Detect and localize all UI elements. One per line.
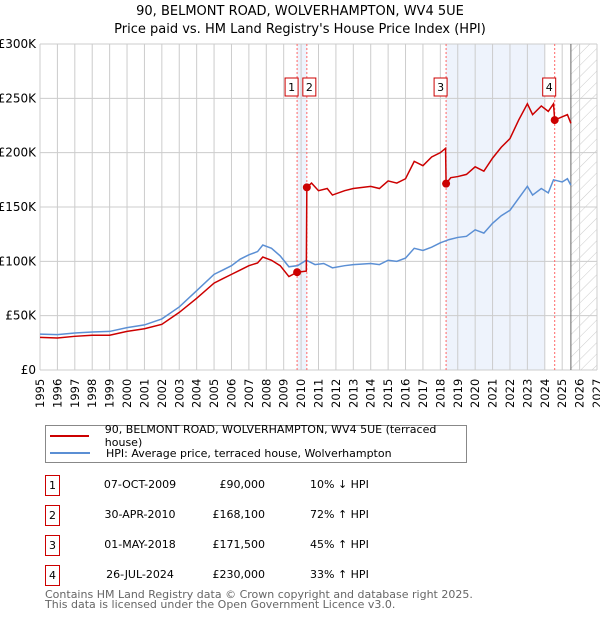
- price-chart: 1995 1996 1997 1998 1999 2000 2001 2002 2003 2004…: [0, 37, 600, 408]
- x-tick-label: 2024: [538, 379, 552, 408]
- legend-label-hpi: HPI: Average price, terraced house, Wolv…: [106, 446, 392, 460]
- sale-row: 2 30-APR-2010 £168,100 72% ↑ HPI: [45, 505, 465, 526]
- sale-date: 26-JUL-2024: [106, 568, 174, 581]
- x-tick-label: 2016: [399, 379, 413, 408]
- sale-point: [293, 268, 302, 277]
- sale-label: 2: [306, 81, 313, 94]
- sale-price: £90,000: [219, 478, 266, 491]
- sale-price: £168,100: [212, 508, 266, 521]
- sale-row: 4 26-JUL-2024 £230,000 33% ↑ HPI: [45, 565, 465, 586]
- sale-label: 3: [437, 81, 444, 94]
- x-tick-label: 2000: [120, 379, 134, 408]
- sale-label: 4: [546, 81, 553, 94]
- x-tick-label: 2006: [224, 379, 238, 408]
- footer-line-1: Contains HM Land Registry data © Crown c…: [45, 588, 473, 601]
- y-tick-label: £250K: [0, 91, 37, 105]
- x-tick-label: 2020: [468, 379, 482, 408]
- sale-row: 3 01-MAY-2018 £171,500 45% ↑ HPI: [45, 535, 465, 556]
- x-tick-label: 2005: [207, 379, 221, 408]
- sale-number-badge: 1: [45, 475, 60, 496]
- x-tick-label: 2017: [416, 379, 430, 408]
- sale-hpi-diff: 10% ↓ HPI: [310, 478, 369, 491]
- legend-label-property: 90, BELMONT ROAD, WOLVERHAMPTON, WV4 5UE…: [104, 423, 437, 449]
- hpi-line: [39, 177, 572, 336]
- x-tick-label: 2008: [259, 379, 273, 408]
- sale-point: [442, 179, 451, 188]
- sale-date: 01-MAY-2018: [104, 538, 176, 551]
- x-tick-label: 2026: [573, 379, 587, 408]
- sale-label-box: [433, 77, 448, 97]
- x-tick-label: 2019: [451, 379, 465, 408]
- x-tick-label: 2007: [242, 379, 256, 408]
- x-tick-label: 2012: [329, 379, 343, 408]
- x-tick-label: 1997: [68, 379, 82, 408]
- x-tick-label: 1995: [33, 379, 47, 408]
- x-tick-label: 2023: [520, 379, 534, 408]
- chart-title: 90, BELMONT ROAD, WOLVERHAMPTON, WV4 5UE: [136, 4, 464, 19]
- x-tick-label: 2013: [346, 379, 360, 408]
- sale-row: 1 07-OCT-2009 £90,000 10% ↓ HPI: [45, 475, 465, 496]
- x-tick-label: 2004: [190, 379, 204, 408]
- x-tick-label: 1998: [85, 379, 99, 408]
- sale-number-badge: 3: [45, 535, 60, 556]
- x-tick-label: 2009: [277, 379, 291, 408]
- sale-date: 07-OCT-2009: [103, 478, 177, 491]
- sale-label-box: [302, 77, 317, 97]
- y-tick-label: £100K: [0, 254, 37, 268]
- legend: 90, BELMONT ROAD, WOLVERHAMPTON, WV4 5UE…: [45, 423, 467, 463]
- sale-number-badge: 4: [45, 565, 60, 586]
- y-tick-label: £50K: [5, 309, 37, 323]
- x-tick-label: 2025: [555, 379, 569, 408]
- x-tick-label: 1999: [103, 379, 117, 408]
- y-tick-label: £0: [21, 363, 36, 377]
- sale-number-badge: 2: [45, 505, 60, 526]
- x-tick-label: 2003: [172, 379, 186, 408]
- x-tick-label: 1996: [50, 379, 64, 408]
- x-tick-label: 2015: [381, 379, 395, 408]
- sale-hpi-diff: 33% ↑ HPI: [310, 568, 369, 581]
- y-tick-label: £200K: [0, 146, 37, 160]
- x-tick-label: 2021: [486, 379, 500, 408]
- sale-date: 30-APR-2010: [104, 508, 176, 521]
- sale-hpi-diff: 72% ↑ HPI: [310, 508, 369, 521]
- y-tick-label: £300K: [0, 37, 37, 51]
- sale-price: £171,500: [212, 538, 266, 551]
- legend-blue-line: [50, 452, 90, 454]
- sale-point: [550, 116, 559, 125]
- sale-price: £230,000: [212, 568, 266, 581]
- sale-label-box: [542, 77, 557, 97]
- x-tick-label: 2022: [503, 379, 517, 408]
- sale-point: [302, 183, 311, 192]
- x-tick-label: 2002: [155, 379, 169, 408]
- x-tick-label: 2014: [364, 379, 378, 408]
- footer: Contains HM Land Registry data © Crown c…: [45, 588, 473, 611]
- sale-hpi-diff: 45% ↑ HPI: [310, 538, 369, 551]
- property-price-line: [39, 101, 572, 339]
- y-tick-label: £150K: [0, 200, 37, 214]
- x-tick-label: 2027: [590, 379, 600, 408]
- sale-label: 1: [288, 81, 295, 94]
- x-tick-label: 2010: [294, 379, 308, 408]
- x-tick-label: 2018: [433, 379, 447, 408]
- chart-subtitle: Price paid vs. HM Land Registry's House …: [114, 22, 486, 37]
- x-tick-label: 2001: [137, 379, 151, 408]
- sale-label-box: [284, 77, 299, 97]
- legend-red-line: [50, 435, 89, 437]
- footer-line-2: This data is licensed under the Open Gov…: [45, 598, 396, 611]
- x-tick-label: 2011: [312, 379, 326, 408]
